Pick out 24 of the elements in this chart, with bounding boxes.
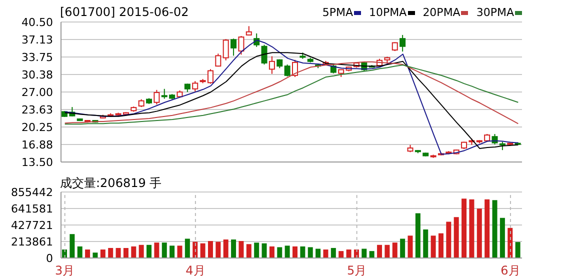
y-tick-label: 27.00 xyxy=(22,86,53,99)
legend-label: 20PMA xyxy=(422,6,462,19)
y-tick-label: 427721 xyxy=(11,218,53,232)
x-tick-label: 4月 xyxy=(186,264,206,276)
y-tick-label: 0 xyxy=(46,252,53,265)
y-tick-label: 33.75 xyxy=(22,50,53,64)
x-tick-label: 6月 xyxy=(500,264,520,276)
y-tick-label: 641581 xyxy=(11,202,53,216)
chart-title: [601700] 2015-06-02 xyxy=(60,5,189,19)
x-tick-label: 3月 xyxy=(55,264,75,276)
y-tick-label: 40.50 xyxy=(22,16,53,29)
legend-label: 30PMA xyxy=(476,6,515,19)
y-tick-label: 20.25 xyxy=(22,120,53,134)
y-tick-label: 37.13 xyxy=(22,33,53,46)
y-tick-label: 13.50 xyxy=(22,156,53,169)
y-tick-label: 16.88 xyxy=(22,138,53,152)
y-tick-label: 855442 xyxy=(11,186,53,199)
y-tick-label: 23.63 xyxy=(22,103,53,116)
chart-title: 成交量:206819 手 xyxy=(60,175,162,192)
legend-label: 10PMA xyxy=(369,6,408,19)
x-tick-label: 5月 xyxy=(346,264,367,276)
y-tick-label: 213861 xyxy=(11,235,53,248)
y-tick-label: 30.38 xyxy=(22,68,53,82)
legend-label: 5PMA xyxy=(322,6,354,19)
